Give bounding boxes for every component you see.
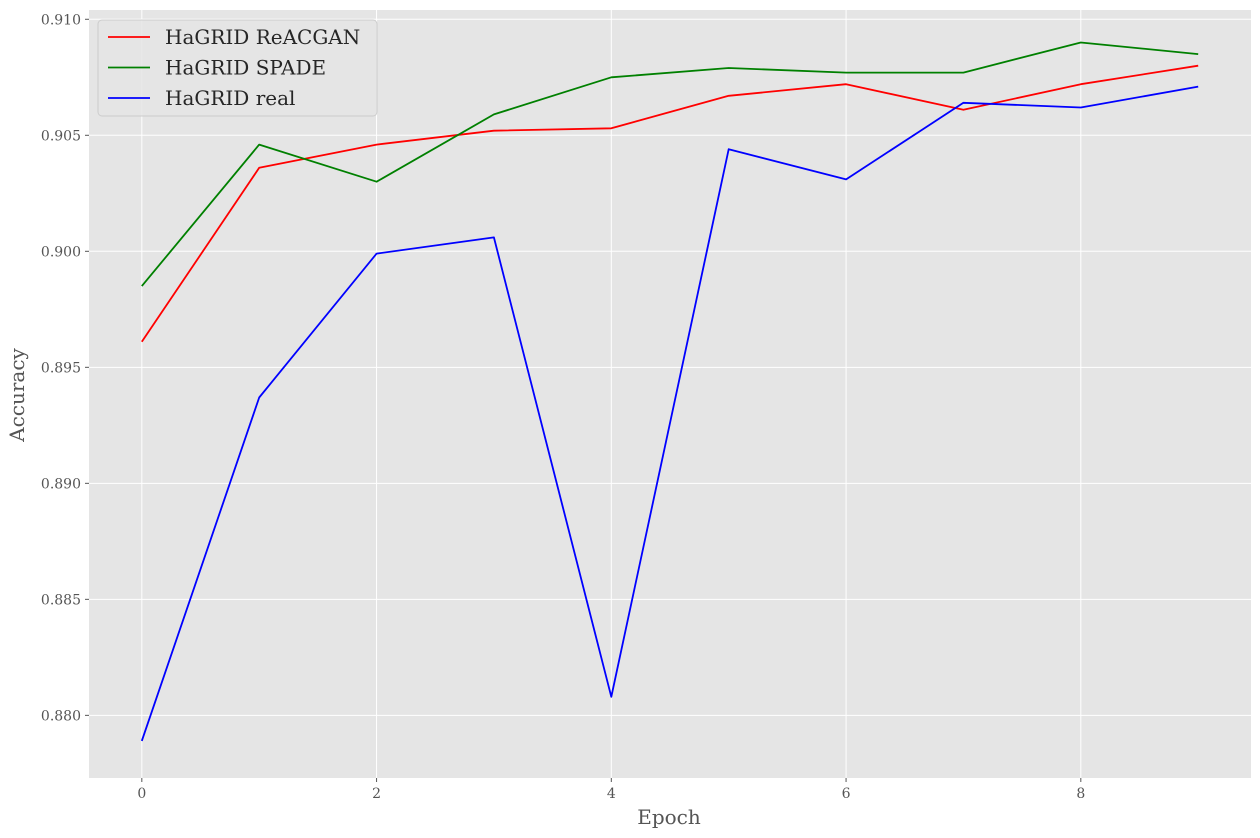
plot-background — [89, 10, 1251, 778]
y-tick-label: 0.910 — [41, 12, 81, 28]
series-line-1 — [141, 64, 1199, 343]
y-tick-label: 0.880 — [41, 708, 81, 724]
legend-label: HaGRID ReACGAN — [165, 25, 360, 49]
series-lines — [140, 41, 1199, 742]
x-tick-label: 2 — [372, 786, 381, 802]
x-tick-label: 0 — [137, 786, 146, 802]
x-tick-label: 8 — [1076, 786, 1085, 802]
x-tick-label: 6 — [842, 786, 851, 802]
y-tick-label: 0.900 — [41, 244, 81, 260]
legend-box — [97, 19, 378, 117]
y-axis-title: Accuracy — [5, 347, 29, 442]
axis-ticks: 0 2 4 6 8 0.880 0.885 0.890 0.895 0.900 0.905 0.910 — [41, 12, 1085, 802]
x-axis-title: Epoch — [637, 805, 701, 829]
y-tick-label: 0.885 — [41, 592, 81, 608]
legend: HaGRID ReACGAN HaGRID SPADE HaGRID real — [97, 19, 378, 117]
series-line-2 — [141, 41, 1199, 287]
grid-lines — [89, 10, 1251, 778]
x-tick-label: 4 — [607, 786, 616, 802]
series-line-3 — [140, 85, 1199, 742]
legend-label: HaGRID SPADE — [165, 56, 326, 80]
y-tick-label: 0.895 — [41, 360, 81, 376]
y-tick-label: 0.890 — [41, 476, 81, 492]
legend-label: HaGRID real — [165, 86, 295, 110]
y-tick-label: 0.905 — [41, 128, 81, 144]
